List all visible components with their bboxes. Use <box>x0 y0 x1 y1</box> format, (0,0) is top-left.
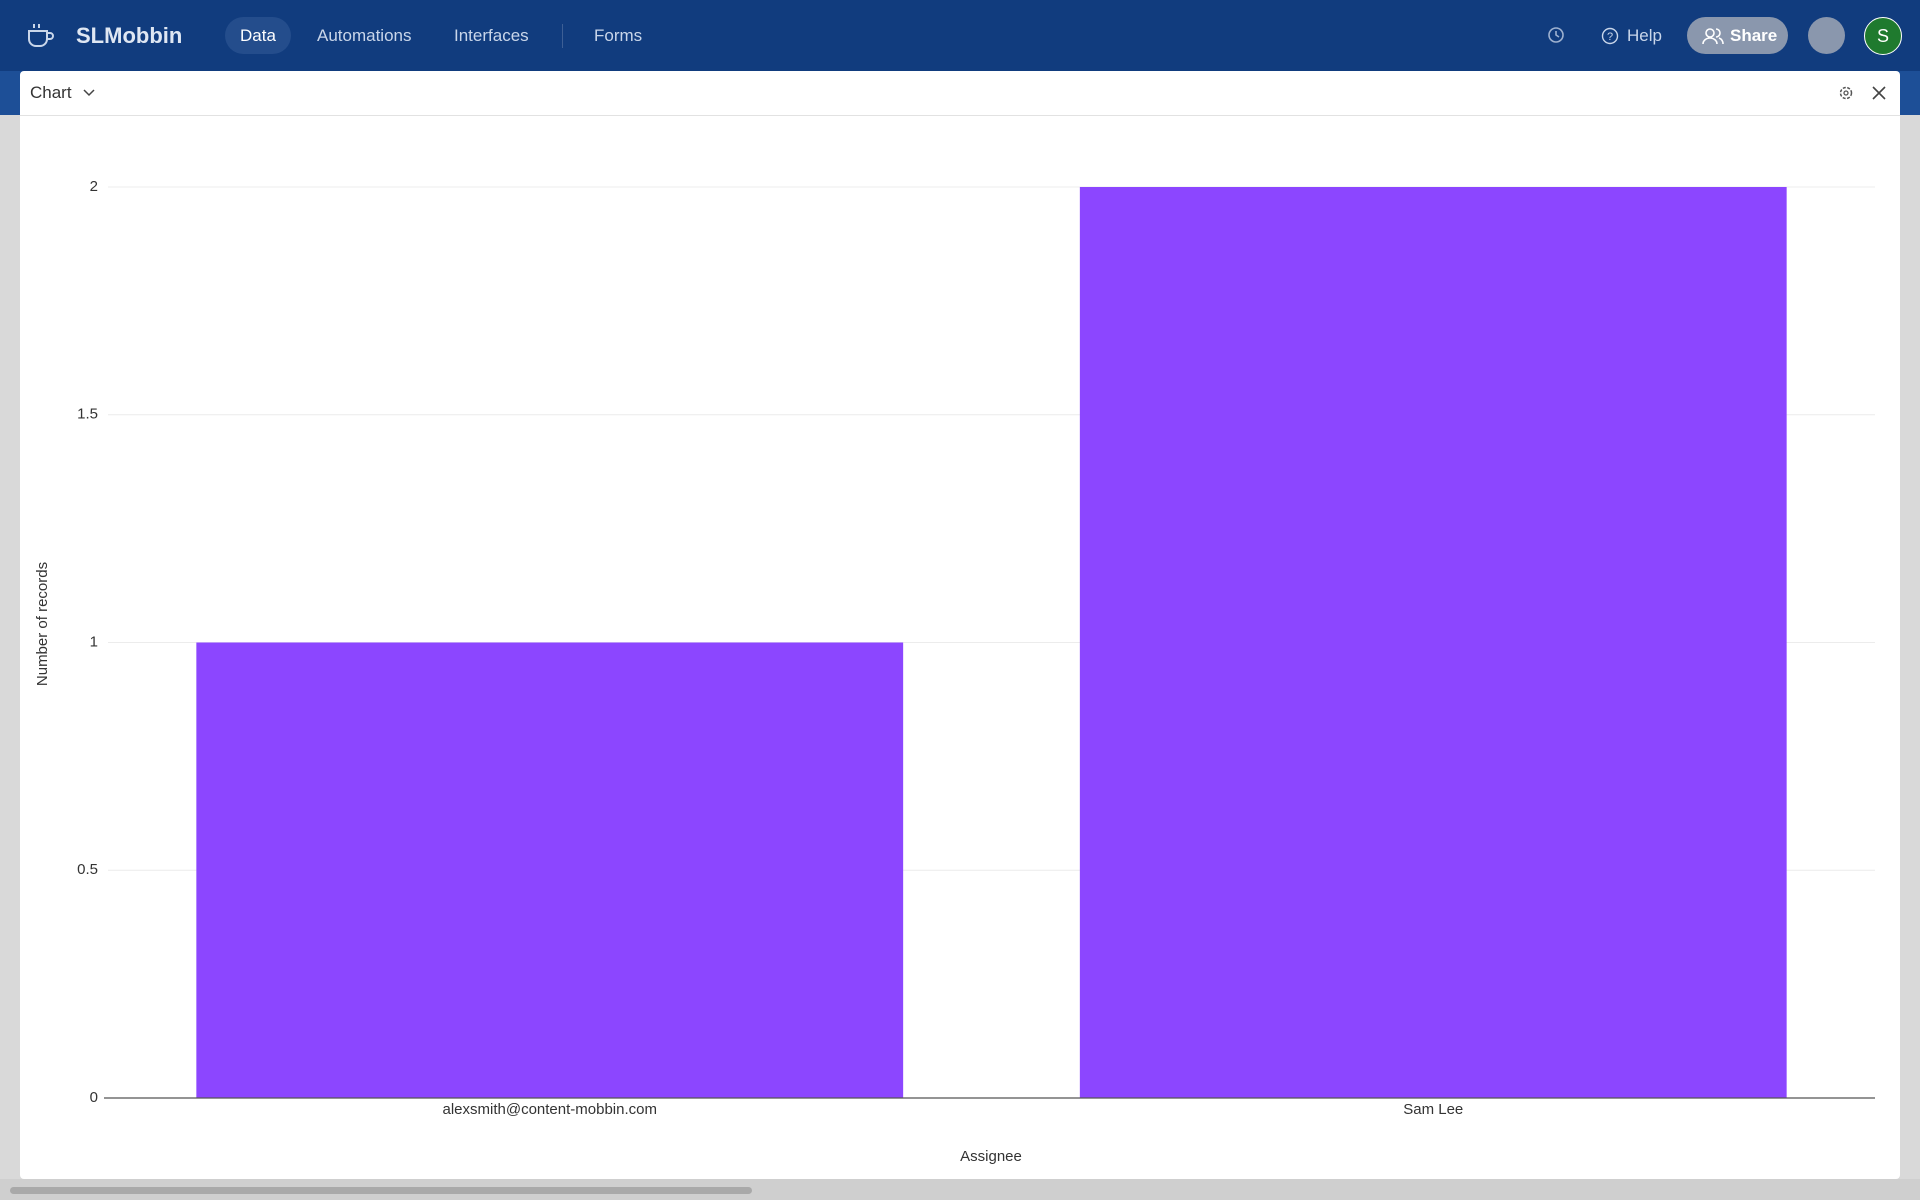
y-tick-label: 1 <box>90 633 98 650</box>
history-icon[interactable] <box>1546 25 1566 45</box>
scrollbar <box>0 1179 1920 1200</box>
app-name[interactable]: SLMobbin <box>76 23 183 48</box>
nav-item[interactable]: Forms <box>594 26 643 45</box>
y-axis-title: Number of records <box>34 562 51 686</box>
x-tick-label: Sam Lee <box>1403 1101 1463 1118</box>
share-button[interactable] <box>1687 17 1788 54</box>
share[interactable]: Share <box>1730 26 1778 45</box>
share-icon <box>1702 28 1724 45</box>
chart-modal: Chart Number of records Assignee 0 0.5 1 1.… <box>20 71 1900 1179</box>
notifications[interactable] <box>1808 17 1845 54</box>
svg-text:?: ? <box>1607 31 1613 43</box>
nav-item[interactable]: Automations <box>317 26 412 45</box>
modal-title[interactable]: Chart <box>30 83 72 102</box>
settings-icon[interactable] <box>1837 84 1855 102</box>
nav-item[interactable]: Interfaces <box>454 26 529 45</box>
nav-item[interactable]: Data <box>240 26 276 45</box>
avatar[interactable]: S <box>1864 17 1902 55</box>
modal-header: Chart <box>20 71 1900 116</box>
help[interactable]: Help <box>1627 26 1662 45</box>
active-pill <box>225 17 291 54</box>
bar <box>1079 187 1787 1098</box>
dropdown-icon[interactable] <box>82 87 96 99</box>
chart: Number of records Assignee 0 0.5 1 1.5 2 alex… <box>34 178 1875 1165</box>
scroll-thumb[interactable] <box>10 1187 752 1194</box>
bar <box>196 642 904 1098</box>
y-tick-label: 1.5 <box>77 406 98 423</box>
separator <box>562 24 563 48</box>
x-tick-label: alexsmith@content-mobbin.com <box>443 1101 657 1118</box>
y-tick-label: 0 <box>90 1089 98 1106</box>
y-tick-label: 0.5 <box>77 861 98 878</box>
top-bar: SLMobbin Data Automations Interfaces For… <box>0 0 1920 71</box>
x-axis-title: Assignee <box>960 1148 1022 1165</box>
y-tick-label: 2 <box>90 178 98 195</box>
close-icon[interactable] <box>1871 85 1887 101</box>
help-icon[interactable]: ? <box>1601 27 1619 45</box>
logo <box>28 24 54 47</box>
